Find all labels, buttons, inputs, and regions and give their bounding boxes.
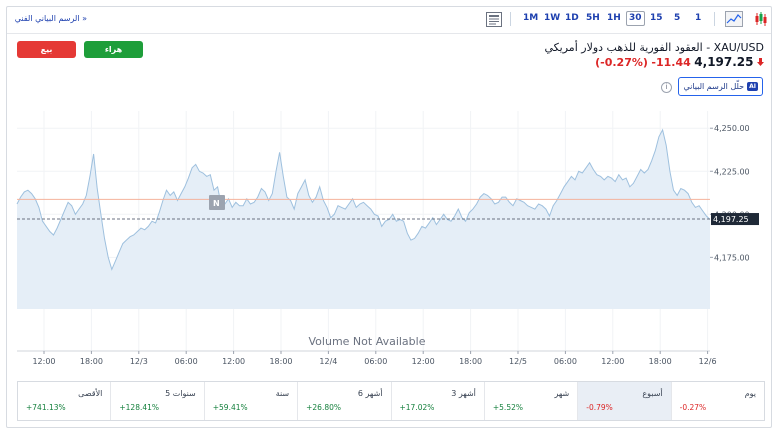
performance-cell[interactable]: يوم -0.27% [670,382,764,420]
timeframe-15[interactable]: 15 [650,13,663,23]
performance-value: +5.52% [492,403,523,412]
analyze-chart-label: حلّل الرسم البياني [683,82,745,91]
candlestick-icon[interactable] [755,11,767,31]
performance-cell[interactable]: أسبوع -0.79% [577,382,671,420]
buy-button[interactable]: هراء [84,41,143,58]
chart-frame: 1M 1W 1D 5H 1H 30 15 5 1 الرسم البياني ا… [6,6,772,428]
x-tick-label: 06:00 [175,357,198,366]
price-chart[interactable]: 4,250.004,225.004,200.004,175.00Investin… [7,111,771,371]
timeframe-1[interactable]: 1 [695,13,702,23]
performance-cell[interactable]: 6 أشهر +26.80% [297,382,390,420]
analyze-chart-button[interactable]: حلّل الرسم البياني AI [678,77,763,96]
news-icon[interactable] [486,12,502,31]
price-change-percent: (-0.27%) [595,56,648,69]
timeframe-5[interactable]: 5 [674,13,681,23]
x-tick-label: 12/4 [319,357,337,366]
performance-period: يوم [744,389,756,398]
performance-value: +59.41% [212,403,248,412]
performance-cell[interactable]: شهر +5.52% [483,382,577,420]
price-change: -11.44 [651,56,691,69]
ai-badge: AI [747,82,758,91]
y-tick-label: 4,225.00 [714,167,750,176]
performance-period: أسبوع [642,389,663,398]
x-tick-label: 18:00 [649,357,672,366]
timeframe-1w[interactable]: 1W [544,13,561,23]
last-price-tag-label: 4,197.25 [713,215,749,224]
performance-period: الأقصى [78,389,103,398]
price-line: (-0.27%) -11.44 4,197.25 [595,55,764,69]
chart-toolbar: 1M 1W 1D 5H 1H 30 15 5 1 الرسم البياني ا… [7,7,771,34]
performance-value: +26.80% [306,403,342,412]
instrument-title: XAU/USD - العقود الفورية للذهب دولار أمر… [544,41,764,54]
performance-period: 6 أشهر [357,389,383,398]
x-tick-label: 12/3 [130,357,148,366]
x-tick-label: 18:00 [459,357,482,366]
performance-cell[interactable]: 5 سنوات +128.41% [110,382,203,420]
timeframe-5h[interactable]: 5H [586,13,600,23]
x-tick-label: 12:00 [601,357,624,366]
last-price: 4,197.25 [694,55,754,69]
performance-period: 5 سنوات [165,389,196,398]
y-tick-label: 4,250.00 [714,124,750,133]
sell-button[interactable]: بيع [17,41,76,58]
down-arrow-icon [757,56,764,69]
x-tick-label: 12:00 [222,357,245,366]
performance-value: -0.79% [586,403,613,412]
timeframe-1h[interactable]: 1H [607,13,621,23]
performance-cell[interactable]: الأقصى +741.13% [18,382,110,420]
technical-chart-link[interactable]: الرسم البياني الفني » [14,14,87,23]
performance-cell[interactable]: 3 أشهر +17.02% [390,382,484,420]
timeframe-30[interactable]: 30 [626,11,645,26]
timeframe-1m[interactable]: 1M [523,13,539,23]
news-marker-label: N [213,199,220,208]
x-tick-label: 18:00 [80,357,103,366]
performance-bar: الأقصى +741.13% 5 سنوات +128.41% سنة +59.41% 6… [17,381,765,421]
x-tick-label: 06:00 [554,357,577,366]
info-icon[interactable]: i [661,82,672,93]
volume-note: Volume Not Available [309,335,426,348]
toolbar-divider [510,12,511,26]
toolbar-divider [714,12,715,26]
news-marker [209,195,225,210]
timeframe-1d[interactable]: 1D [565,13,579,23]
x-tick-label: 12/6 [699,357,717,366]
x-tick-label: 12:00 [32,357,55,366]
performance-value: +128.41% [119,403,160,412]
x-tick-label: 12:00 [412,357,435,366]
performance-value: +741.13% [26,403,66,412]
price-line [16,128,711,271]
performance-value: -0.27% [679,403,707,412]
area-chart-icon[interactable] [725,11,743,31]
x-tick-label: 18:00 [269,357,292,366]
performance-cell[interactable]: سنة +59.41% [203,382,297,420]
performance-period: شهر [554,389,570,398]
performance-value: +17.02% [399,403,435,412]
last-price-tag [711,213,759,226]
performance-period: 3 أشهر [451,389,476,398]
price-chart-svg: 4,250.004,225.004,200.004,175.00Investin… [16,111,759,366]
performance-period: سنة [275,389,290,398]
x-tick-label: 12/5 [509,357,527,366]
x-tick-label: 06:00 [364,357,387,366]
y-tick-label: 4,175.00 [714,253,750,262]
